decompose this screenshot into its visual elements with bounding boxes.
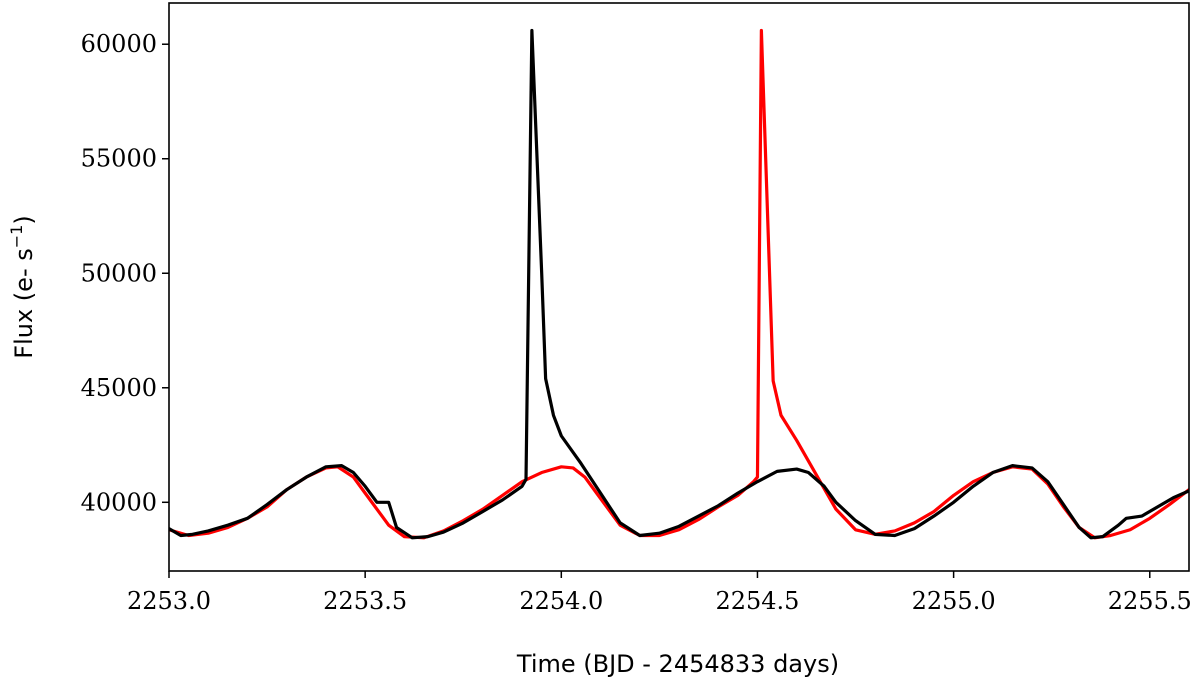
x-tick-label: 2254.0: [519, 587, 603, 615]
series-line-black: [169, 28, 1189, 540]
y-tick-label: 60000: [81, 30, 157, 58]
x-tick-label: 2254.5: [715, 587, 799, 615]
x-tick-label: 2253.5: [323, 587, 407, 615]
y-axis-label-close: ): [10, 215, 38, 224]
x-axis: 2253.0 2253.5 2254.0 2254.5 2255.0 2255.5: [127, 571, 1192, 615]
y-axis-label-main: Flux (e- s: [10, 248, 38, 358]
y-tick-label: 50000: [81, 259, 157, 287]
x-tick-label: 2253.0: [127, 587, 211, 615]
x-tick-label: 2255.5: [1108, 587, 1192, 615]
series-layer: [169, 28, 1189, 540]
y-tick-label: 40000: [81, 488, 157, 516]
plot-frame: [168, 2, 1190, 572]
x-tick-label: 2255.0: [912, 587, 996, 615]
x-axis-label: Time (BJD - 2454833 days): [516, 650, 839, 678]
y-axis: 40000 45000 50000 55000 60000: [81, 30, 169, 516]
y-axis-label-exponent: −1: [7, 225, 26, 249]
y-tick-label: 55000: [81, 145, 157, 173]
y-axis-label: Flux (e- s−1): [7, 215, 38, 358]
series-line-red: [169, 28, 1189, 540]
y-tick-label: 45000: [81, 374, 157, 402]
